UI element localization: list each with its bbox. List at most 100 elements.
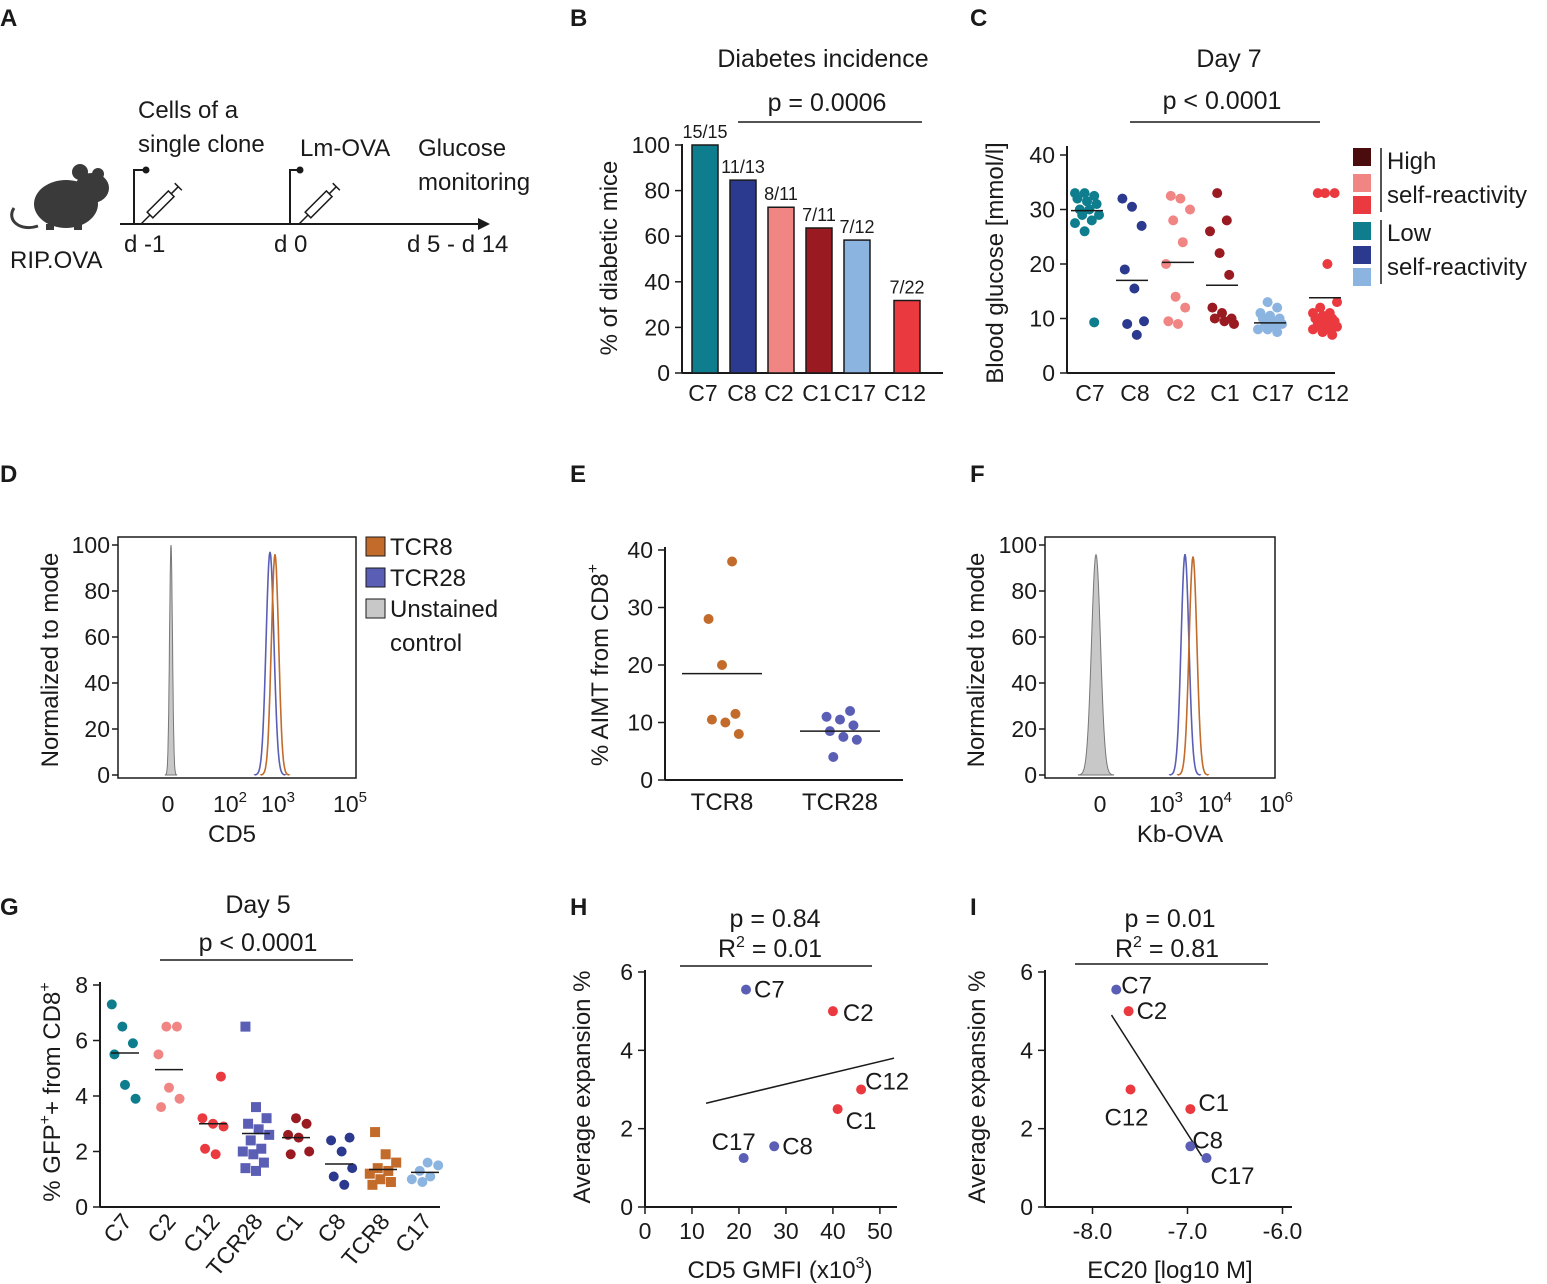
legend-low: Low: [1387, 220, 1432, 247]
time-label-3: d 5 - d 14: [407, 231, 508, 258]
data-point-c1: [1205, 226, 1215, 237]
data-point-tcr8: [375, 1174, 386, 1185]
y-tick-label: 0: [97, 762, 110, 788]
syringe-icon: [298, 182, 341, 225]
y-tick-label: 60: [1011, 624, 1037, 650]
data-point-c2: [1168, 215, 1179, 226]
point-label-c12: C12: [865, 1069, 909, 1096]
data-point-tcr28: [256, 1143, 267, 1154]
chart-title: Diabetes incidence: [717, 45, 928, 73]
data-point-tcr28: [251, 1102, 261, 1113]
x-tick-label: -6.0: [1263, 1218, 1303, 1244]
x-tick-label: C1: [1210, 380, 1239, 406]
bar-c7: [691, 144, 719, 374]
data-point-tcr28: [251, 1165, 261, 1176]
time-label-2: d 0: [274, 231, 307, 258]
data-point-tcr8: [727, 556, 738, 567]
data-point-c8: [1129, 283, 1140, 294]
data-point-c12: [1320, 188, 1330, 199]
x-tick-label: C17: [1252, 380, 1294, 406]
data-point-tcr8: [383, 1165, 394, 1176]
x-tick-label: 30: [773, 1218, 799, 1244]
y-tick-label: 0: [620, 1194, 633, 1220]
data-point-c8: [326, 1135, 337, 1146]
data-point-c2: [161, 1021, 172, 1032]
y-tick-label: 40: [644, 269, 670, 295]
syringe-icon: [140, 182, 183, 225]
x-axis-label: CD5: [208, 821, 256, 848]
y-tick-label: 20: [627, 652, 653, 678]
data-point-c1: [301, 1118, 312, 1129]
data-point-c2: [164, 1082, 174, 1093]
x-tick-label: C1: [802, 380, 831, 406]
data-point-tcr28: [243, 1118, 254, 1129]
x-tick-label: TCR28: [802, 789, 878, 816]
x-tick-label: C1: [269, 1209, 308, 1248]
data-point-tcr28: [240, 1021, 251, 1032]
data-point-c8: [1119, 264, 1130, 275]
x-tick-label: C8: [312, 1209, 351, 1248]
data-point-c7: [1077, 209, 1088, 220]
y-axis-label: Normalized to mode: [963, 553, 990, 768]
data-point-tcr28: [261, 1113, 272, 1124]
data-point-c8: [1117, 193, 1128, 204]
data-point-tcr8: [703, 614, 714, 624]
y-tick-label: 0: [657, 360, 670, 386]
legend-high-sr: self-reactivity: [1387, 182, 1527, 209]
histogram-unstained: [1077, 554, 1115, 776]
data-point-c2: [171, 1021, 182, 1032]
x-tick-label: -8.0: [1073, 1218, 1113, 1244]
data-point-c7: [741, 984, 752, 995]
y-axis-label: % AIMT from CD8+: [585, 564, 614, 766]
data-point-c12: [1332, 297, 1342, 308]
histogram-tcr8: [1176, 556, 1210, 776]
x-tick-label: 102: [213, 789, 247, 817]
x-tick-label: C7: [688, 380, 717, 406]
data-point-c12: [1315, 302, 1326, 313]
y-tick-label: 40: [84, 670, 110, 696]
data-point-c2: [1123, 1006, 1134, 1017]
y-axis-label: Average expansion %: [569, 970, 596, 1203]
data-point-c17: [1272, 302, 1283, 313]
marker-dot-1: [142, 166, 150, 174]
y-tick-label: 60: [84, 624, 110, 650]
x-tick-label: C12: [1307, 380, 1349, 406]
panel-c-scatter: Day 7 p < 0.0001 Blood glucose [mmol/l] …: [982, 45, 1527, 406]
timeline-arrowhead: [478, 218, 490, 230]
timeline-marker-1: [133, 169, 146, 224]
data-point-c2: [1165, 190, 1176, 201]
data-point-tcr8: [391, 1157, 402, 1168]
x-tick-label: 105: [333, 789, 367, 817]
x-tick-label: TCR8: [336, 1209, 395, 1272]
data-point-c7: [1094, 209, 1104, 220]
bar-c2: [767, 206, 795, 374]
step2-label: Lm-OVA: [300, 135, 390, 162]
x-tick-label: C17: [390, 1209, 437, 1258]
x-tick-label: 50: [867, 1218, 893, 1244]
y-tick-label: 40: [627, 537, 653, 563]
data-point-c17: [417, 1177, 428, 1188]
data-point-tcr8: [720, 717, 731, 728]
y-tick-label: 2: [75, 1139, 88, 1165]
data-point-c8: [1136, 220, 1147, 231]
histogram-tcr28: [253, 551, 287, 776]
x-tick-label: C12: [884, 380, 926, 406]
data-point-c7: [1089, 317, 1100, 328]
data-point-c7: [1089, 190, 1100, 201]
data-point-c12: [1317, 327, 1328, 338]
data-point-c8: [1127, 201, 1137, 212]
timeline-marker-2: [289, 169, 300, 224]
legend-swatch-c1: [1353, 148, 1371, 166]
point-label-c2: C2: [843, 1000, 874, 1027]
data-point-c12: [1125, 1084, 1136, 1095]
data-point-tcr8: [385, 1177, 396, 1188]
data-point-c17: [406, 1174, 417, 1185]
bar-count-label: 11/13: [721, 157, 765, 177]
legend-swatch-c7: [1353, 222, 1371, 240]
data-point-c12: [1312, 188, 1323, 199]
point-label-c17: C17: [712, 1129, 756, 1156]
data-point-tcr28: [264, 1129, 275, 1140]
step1-line2: single clone: [138, 131, 265, 158]
bar-c1: [805, 227, 833, 374]
